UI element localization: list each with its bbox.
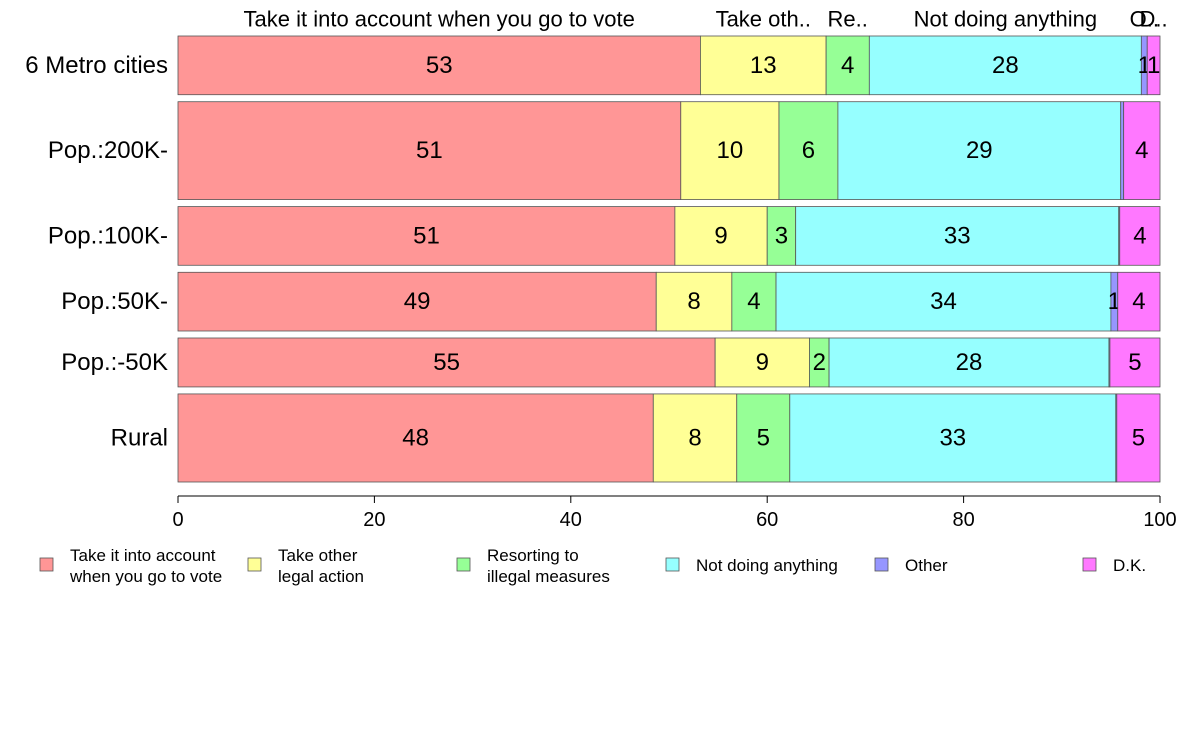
category-label: Pop.:100K-	[48, 222, 168, 249]
data-label: 28	[956, 349, 983, 376]
data-label: 2	[813, 349, 826, 376]
legend-label: Other	[905, 556, 948, 575]
bar-segment	[177, 393, 654, 483]
category-label: Rural	[111, 424, 168, 451]
bar-segment	[1146, 35, 1161, 96]
bar-segment	[1119, 206, 1161, 266]
x-tick-label: 20	[363, 509, 385, 531]
data-label: 29	[966, 137, 993, 164]
data-label: 8	[688, 424, 701, 451]
bar-segment	[1120, 101, 1125, 200]
bar-segment	[775, 271, 1112, 332]
bar-segment	[680, 101, 780, 200]
data-label: 28	[992, 52, 1019, 79]
data-label: 4	[1135, 137, 1148, 164]
data-label: 33	[939, 424, 966, 451]
data-label: 10	[717, 137, 744, 164]
data-label: 6	[802, 137, 815, 164]
top-series-label: D..	[1140, 7, 1168, 32]
data-label: 1	[1147, 52, 1160, 79]
data-label: 48	[402, 424, 429, 451]
top-series-label: Take it into account when you go to vote	[244, 7, 635, 32]
top-series-label: Take oth..	[716, 7, 811, 32]
data-label: 9	[756, 349, 769, 376]
top-category-labels: Take it into account when you go to vote…	[244, 7, 1168, 32]
bar-segment	[1123, 101, 1161, 200]
legend-label: Not doing anything	[696, 556, 838, 575]
data-label: 51	[413, 222, 440, 249]
legend-swatch	[247, 557, 262, 572]
legend: Take it into account when you go to vote T…	[39, 546, 1146, 586]
data-label: 51	[416, 137, 443, 164]
data-label: 4	[1132, 288, 1145, 315]
top-series-label: Re..	[828, 7, 868, 32]
data-label: 33	[944, 222, 971, 249]
data-label: 8	[687, 288, 700, 315]
bar-segment	[177, 35, 701, 96]
bar-segment	[825, 35, 870, 96]
top-series-label: O..	[1130, 7, 1159, 32]
legend-swatch	[665, 557, 680, 572]
bar-segment	[795, 206, 1120, 266]
data-label: 9	[714, 222, 727, 249]
bar-segment	[731, 271, 777, 332]
x-tick-label: 100	[1143, 509, 1176, 531]
legend-label: D.K.	[1113, 556, 1146, 575]
bar-segment	[1117, 271, 1161, 332]
x-tick-label: 0	[172, 509, 183, 531]
legend-swatch	[39, 557, 54, 572]
bar-segment	[868, 35, 1142, 96]
legend-swatch	[874, 557, 889, 572]
row-labels: 6 Metro cities Pop.:200K- Pop.:100K- Pop.:5…	[25, 52, 168, 452]
data-label: 49	[404, 288, 431, 315]
legend-swatch	[456, 557, 471, 572]
bar-segment	[736, 393, 791, 483]
category-label: Pop.:50K-	[61, 288, 168, 315]
data-label: 5	[757, 424, 770, 451]
data-label: 34	[930, 288, 957, 315]
legend-label: Take other legal action	[278, 546, 364, 586]
legend-label: Take it into account when you go to vote	[69, 546, 222, 586]
data-label: 5	[1132, 424, 1145, 451]
legend-label: Resorting to illegal measures	[487, 546, 610, 586]
top-series-label: Not doing anything	[914, 7, 1097, 32]
data-label: 3	[775, 222, 788, 249]
data-label: 4	[841, 52, 854, 79]
bar-segment	[177, 271, 657, 332]
data-label: 4	[1133, 222, 1146, 249]
bar-segment	[177, 206, 676, 266]
bar-segment	[700, 35, 827, 96]
x-tick-label: 60	[756, 509, 778, 531]
x-tick-label: 40	[560, 509, 582, 531]
bar-segment	[1109, 337, 1161, 388]
category-label: Pop.:200K-	[48, 137, 168, 164]
x-axis: 0 20 40 60 80 100	[172, 495, 1177, 531]
category-label: Pop.:-50K	[61, 349, 168, 376]
data-label: 13	[750, 52, 777, 79]
bar-segment	[655, 271, 733, 332]
bar-segment	[177, 337, 716, 388]
x-tick-label: 80	[952, 509, 974, 531]
bar-segment	[652, 393, 738, 483]
bar-segment	[789, 393, 1117, 483]
data-label: 55	[433, 349, 460, 376]
legend-swatch	[1082, 557, 1097, 572]
data-label: 53	[426, 52, 453, 79]
bar-segment	[177, 101, 682, 200]
category-label: 6 Metro cities	[25, 52, 168, 79]
bar-segment	[1116, 393, 1161, 483]
bar-segment	[837, 101, 1122, 200]
data-label: 4	[747, 288, 760, 315]
bar-segment	[766, 206, 797, 266]
data-label: 5	[1128, 349, 1141, 376]
